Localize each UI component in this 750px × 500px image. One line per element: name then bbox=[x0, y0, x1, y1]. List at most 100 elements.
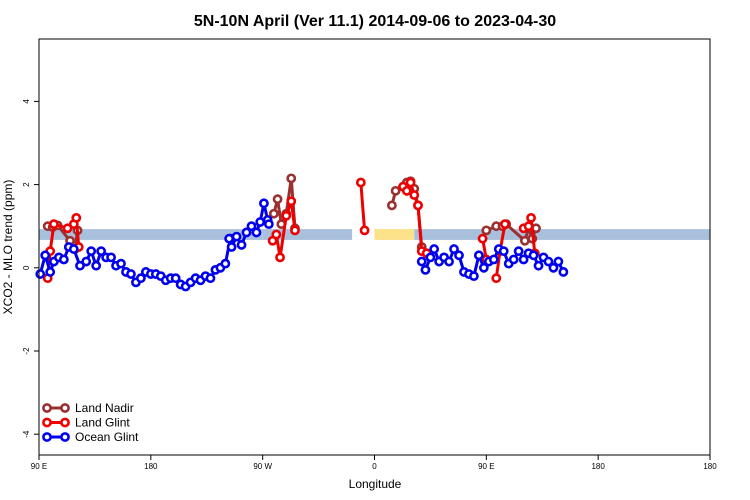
data-point bbox=[286, 196, 297, 207]
data-point bbox=[236, 240, 247, 250]
data-point bbox=[449, 244, 459, 254]
data-point bbox=[477, 233, 488, 244]
data-point bbox=[170, 273, 181, 284]
data-point bbox=[523, 221, 534, 232]
data-point bbox=[386, 200, 397, 211]
data-point bbox=[220, 258, 231, 269]
data-point bbox=[528, 250, 539, 261]
data-point bbox=[355, 177, 366, 188]
y-tick-label: -2 bbox=[22, 347, 31, 355]
data-point bbox=[519, 235, 530, 246]
data-point bbox=[401, 185, 412, 196]
data-point bbox=[444, 256, 454, 267]
data-point bbox=[488, 254, 499, 265]
data-point bbox=[558, 267, 569, 277]
legend-marker bbox=[42, 417, 52, 428]
band-segment bbox=[262, 229, 353, 240]
data-point bbox=[429, 244, 440, 254]
series-line bbox=[359, 182, 367, 231]
data-point bbox=[49, 219, 59, 230]
data-point bbox=[268, 208, 279, 219]
data-point bbox=[359, 225, 370, 236]
x-tick-label: 0 bbox=[372, 462, 377, 471]
data-point bbox=[241, 227, 252, 238]
data-point bbox=[226, 242, 237, 252]
band-segment bbox=[414, 229, 710, 240]
legend-marker bbox=[42, 403, 52, 413]
data-point bbox=[62, 223, 73, 234]
x-tick-label: 180 bbox=[144, 462, 158, 471]
series-layer bbox=[35, 173, 569, 292]
data-point bbox=[275, 252, 285, 263]
legend-label: Land Glint bbox=[75, 416, 130, 430]
data-point bbox=[413, 200, 423, 211]
data-point bbox=[500, 219, 510, 230]
data-point bbox=[58, 254, 69, 265]
data-point bbox=[526, 212, 536, 223]
data-point bbox=[425, 252, 436, 263]
data-point bbox=[205, 273, 216, 284]
data-point bbox=[91, 260, 102, 271]
data-point bbox=[35, 269, 46, 279]
y-axis-label: XCO2 - MLO trend (ppm) bbox=[1, 180, 15, 315]
chart-title: 5N-10N April (Ver 11.1) 2014-09-06 to 20… bbox=[194, 13, 556, 30]
data-point bbox=[533, 260, 544, 271]
data-point bbox=[548, 262, 559, 273]
data-point bbox=[281, 210, 292, 221]
data-point bbox=[469, 271, 479, 282]
legend-marker bbox=[60, 432, 70, 442]
data-point bbox=[454, 250, 464, 261]
data-point bbox=[68, 244, 79, 254]
data-point bbox=[126, 269, 136, 279]
x-tick-label: 90 E bbox=[31, 462, 47, 471]
data-point bbox=[96, 246, 107, 257]
data-point bbox=[543, 256, 554, 267]
x-tick-label: 180 bbox=[703, 462, 717, 471]
data-point bbox=[290, 225, 300, 236]
reference-band bbox=[39, 229, 710, 240]
data-point bbox=[508, 254, 519, 265]
legend-label: Ocean Glint bbox=[75, 430, 139, 444]
data-point bbox=[478, 262, 489, 273]
data-point bbox=[271, 229, 282, 240]
data-point bbox=[86, 246, 97, 257]
data-point bbox=[251, 227, 262, 238]
data-point bbox=[45, 267, 56, 277]
y-tick-label: 4 bbox=[22, 99, 31, 104]
band-segment bbox=[374, 229, 415, 240]
data-point bbox=[71, 212, 82, 223]
data-point bbox=[231, 231, 242, 242]
x-axis: 90 E 180 90 W 0 90 E 180 180 bbox=[31, 455, 717, 471]
x-tick-label: 90 E bbox=[478, 462, 494, 471]
data-point bbox=[498, 246, 509, 257]
x-axis-label: Longitude bbox=[349, 477, 402, 491]
series-ocean-glint bbox=[35, 198, 569, 292]
data-point bbox=[409, 190, 420, 200]
legend-marker bbox=[42, 432, 52, 442]
y-tick-label: 2 bbox=[22, 182, 31, 187]
data-point bbox=[390, 185, 401, 196]
x-tick-label: 90 W bbox=[253, 462, 272, 471]
legend-marker bbox=[60, 417, 70, 428]
data-point bbox=[553, 256, 564, 267]
data-point bbox=[116, 258, 126, 269]
data-point bbox=[473, 250, 484, 261]
data-point bbox=[259, 198, 269, 209]
data-point bbox=[272, 194, 283, 205]
data-point bbox=[481, 225, 492, 236]
x-tick-label: 180 bbox=[591, 462, 605, 471]
data-point bbox=[518, 254, 529, 265]
legend-label: Land Nadir bbox=[75, 401, 134, 415]
y-tick-label: -4 bbox=[22, 430, 31, 438]
y-tick-label: 0 bbox=[22, 265, 31, 270]
data-point bbox=[491, 273, 502, 284]
legend-marker bbox=[60, 403, 70, 413]
plot-frame bbox=[38, 38, 711, 456]
data-point bbox=[420, 264, 431, 275]
data-point bbox=[286, 173, 297, 184]
data-point bbox=[405, 177, 416, 188]
band-segment bbox=[39, 229, 263, 240]
data-point bbox=[75, 260, 85, 271]
